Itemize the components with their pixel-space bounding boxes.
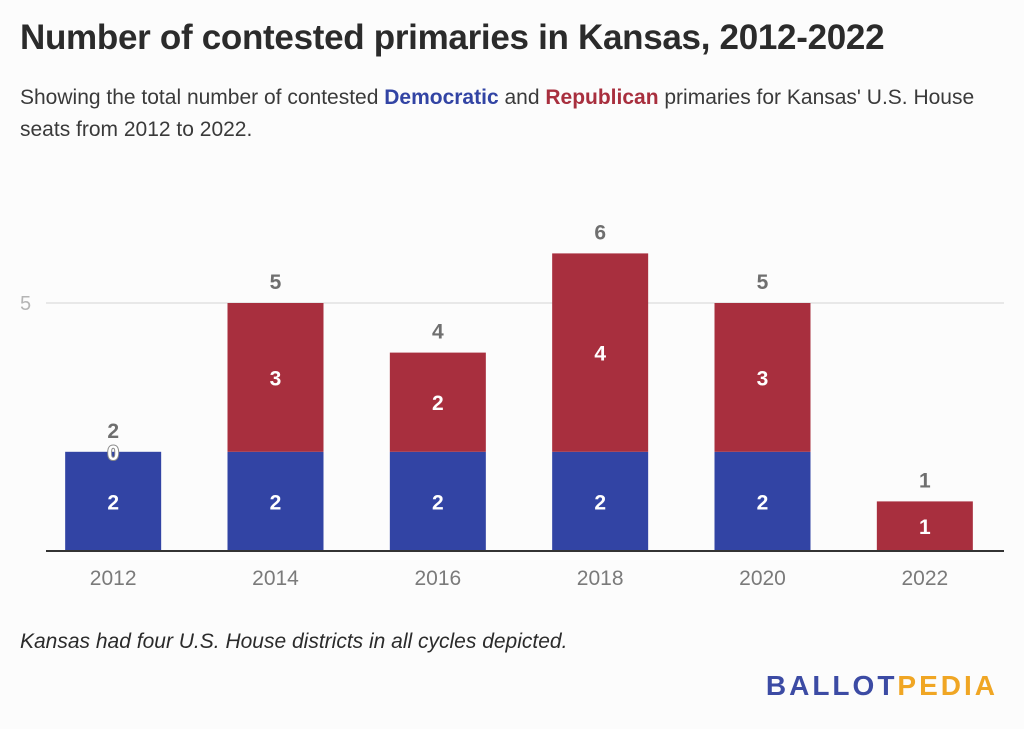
data-label-republican-2014: 3: [270, 367, 282, 390]
logo-part-pedia: PEDIA: [897, 670, 998, 701]
chart-subtitle: Showing the total number of contested De…: [20, 82, 1010, 146]
total-label-2016: 4: [432, 321, 444, 344]
x-tick-label-2018: 2018: [577, 567, 624, 590]
data-label-democratic-2016: 2: [432, 491, 444, 514]
data-label-democratic-2020: 2: [757, 491, 769, 514]
data-label-democratic-2012: 2: [107, 491, 119, 514]
total-label-2012: 2: [107, 420, 119, 443]
bar-republican-2020: [714, 303, 811, 452]
data-label-republican-2016: 2: [432, 392, 444, 415]
data-label-republican-2022: 1: [919, 516, 931, 539]
data-label-republican-2020: 3: [757, 367, 769, 390]
bar-democratic-2014: [227, 451, 324, 551]
bar-democratic-2018: [552, 451, 649, 551]
bar-republican-2014: [227, 303, 324, 452]
bar-democratic-2012: [65, 451, 162, 551]
data-label-democratic-2018: 2: [594, 491, 606, 514]
x-tick-label-2020: 2020: [739, 567, 786, 590]
data-label-republican-2018: 4: [594, 343, 606, 366]
chart-title: Number of contested primaries in Kansas,…: [20, 18, 885, 57]
subtitle-republican-label: Republican: [545, 86, 659, 109]
x-tick-label-2014: 2014: [252, 567, 299, 590]
total-label-2018: 6: [594, 221, 606, 244]
y-tick-label-5: 5: [20, 293, 31, 315]
subtitle-democratic-label: Democratic: [384, 86, 499, 109]
logo-part-ballot: BALLOT: [765, 670, 898, 701]
bar-democratic-2016: [389, 451, 486, 551]
x-tick-label-2012: 2012: [90, 567, 137, 590]
total-label-2020: 5: [757, 271, 769, 294]
total-label-2014: 5: [270, 271, 282, 294]
subtitle-text-middle: and: [498, 86, 546, 109]
data-label-democratic-2014: 2: [270, 491, 282, 514]
subtitle-text-end: primaries for Kansas' U.S. House seats f…: [20, 86, 975, 141]
bar-republican-2022: [876, 501, 973, 551]
ballotpedia-logo: BALLOTPEDIA: [766, 670, 998, 702]
bar-democratic-2020: [714, 451, 811, 551]
bar-republican-2016: [389, 352, 486, 452]
x-tick-label-2016: 2016: [414, 567, 461, 590]
footnote: Kansas had four U.S. House districts in …: [20, 630, 568, 653]
total-label-2022: 1: [919, 469, 931, 492]
x-tick-label-2022: 2022: [901, 567, 948, 590]
data-label-republican-2012: 0: [107, 442, 119, 465]
subtitle-text-start: Showing the total number of contested: [20, 86, 385, 109]
bar-republican-2018: [552, 253, 649, 452]
